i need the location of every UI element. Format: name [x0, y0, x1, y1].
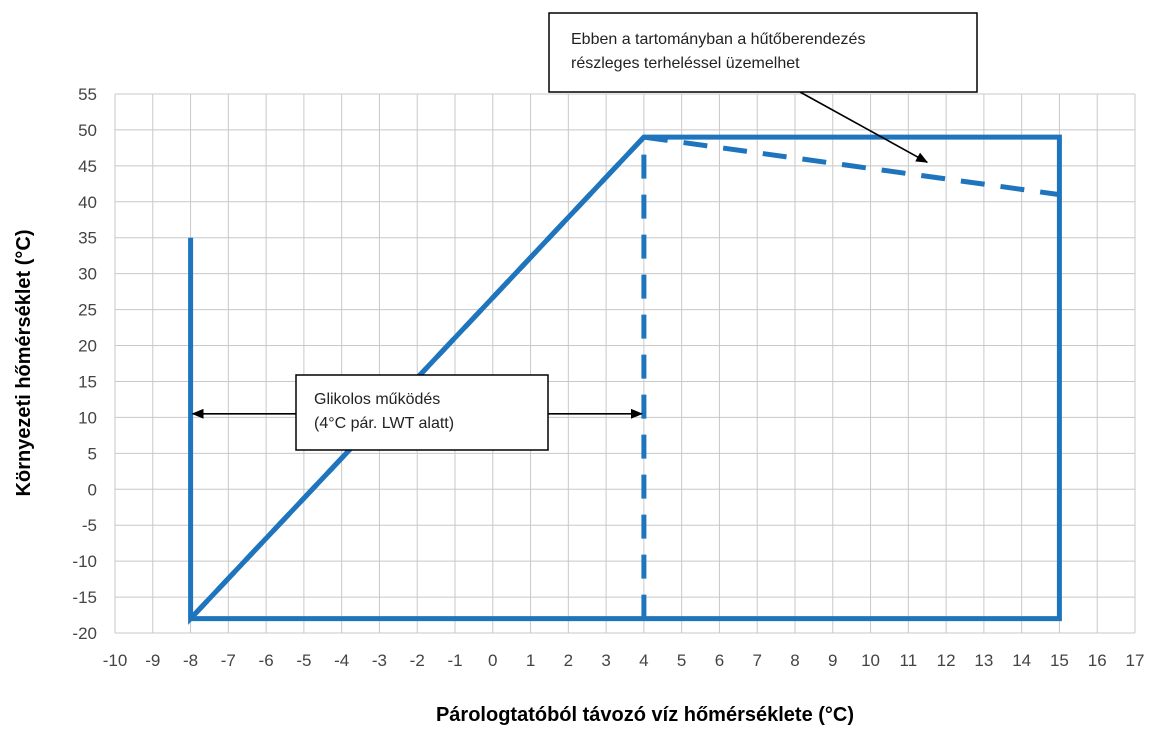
partial-load-note-text: részleges terheléssel üzemelhet: [571, 55, 800, 72]
y-tick-label: 35: [78, 229, 97, 248]
x-tick-label: -10: [103, 651, 128, 670]
x-tick-label: 5: [677, 651, 686, 670]
x-axis-title: Párologtatóból távozó víz hőmérséklete (…: [436, 704, 854, 726]
x-tick-label: -8: [183, 651, 198, 670]
glycol-note-text: (4°C pár. LWT alatt): [314, 415, 454, 432]
y-axis-title: Környezeti hőmérséklet (°C): [13, 230, 35, 497]
y-tick-label: -5: [82, 516, 97, 535]
x-tick-label: -9: [145, 651, 160, 670]
y-tick-label: -20: [72, 624, 97, 643]
y-tick-label: 50: [78, 121, 97, 140]
y-tick-label: 5: [88, 444, 97, 463]
x-tick-label: -5: [296, 651, 311, 670]
x-tick-label: -1: [447, 651, 462, 670]
y-tick-label: 45: [78, 157, 97, 176]
x-tick-label: 3: [601, 651, 610, 670]
annotations: Ebben a tartományban a hűtőberendezés rés…: [191, 12, 978, 451]
y-tick-label: 30: [78, 265, 97, 284]
partial-load-note-text: Ebben a tartományban a hűtőberendezés: [571, 31, 865, 48]
x-tick-label: 12: [937, 651, 956, 670]
y-tick-label: 0: [88, 480, 97, 499]
glycol-note-box: [295, 374, 549, 451]
x-tick-label: 11: [900, 651, 918, 670]
y-tick-label: 55: [78, 85, 97, 104]
tick-labels: -10 -9 -8 -7 -6 -5 -4 -3 -2 -1 0 1 2 3 4 5 6 7 8 9 10 11 12 13 1…: [72, 85, 1144, 670]
x-tick-label: 15: [1050, 651, 1069, 670]
x-tick-label: -7: [221, 651, 236, 670]
x-tick-label: 1: [526, 651, 535, 670]
glycol-note-text: Glikolos működés: [314, 391, 440, 408]
x-tick-label: -2: [410, 651, 425, 670]
x-tick-label: 10: [861, 651, 880, 670]
x-tick-label: 2: [564, 651, 573, 670]
dashed-boundary-line-3: [643, 134, 1060, 198]
x-tick-label: 0: [488, 651, 497, 670]
envelope-boundary-line-0: [188, 134, 1062, 625]
partial-load-arrow: [799, 91, 929, 163]
x-tick-label: 16: [1088, 651, 1107, 670]
x-tick-label: 9: [828, 651, 837, 670]
y-tick-label: -10: [72, 552, 97, 571]
x-tick-label: 7: [752, 651, 761, 670]
y-tick-label: 15: [78, 372, 97, 391]
y-tick-label: 25: [78, 301, 97, 320]
x-tick-label: 14: [1012, 651, 1031, 670]
x-tick-label: -3: [372, 651, 387, 670]
y-tick-label: 20: [78, 337, 97, 356]
y-tick-label: 10: [78, 408, 97, 427]
x-tick-label: 6: [715, 651, 724, 670]
x-tick-label: 4: [639, 651, 648, 670]
partial-load-note-box: [548, 12, 978, 93]
x-tick-label: -4: [334, 651, 349, 670]
y-tick-label: -15: [72, 588, 97, 607]
y-tick-label: 40: [78, 193, 97, 212]
x-tick-label: 17: [1126, 651, 1145, 670]
x-tick-label: 8: [790, 651, 799, 670]
x-tick-label: -6: [259, 651, 274, 670]
x-tick-label: 13: [974, 651, 993, 670]
grid: [114, 93, 1136, 634]
